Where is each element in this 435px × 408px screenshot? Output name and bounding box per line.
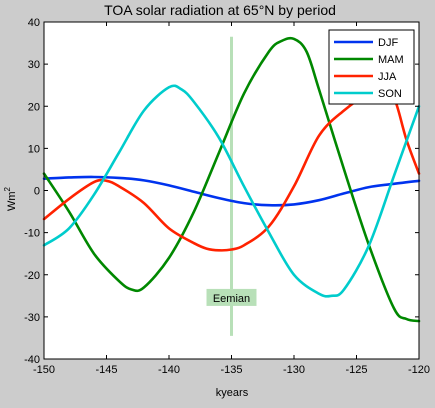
series-line-mam	[42, 36, 421, 323]
legend-label-jja: JJA	[378, 71, 397, 83]
annotation-layer: Eemian	[206, 36, 257, 336]
y-tick-label: -30	[24, 312, 40, 324]
series-line-djf	[42, 175, 421, 207]
y-tick-label: -40	[24, 354, 40, 366]
eemian-label-box	[206, 288, 257, 306]
legend: DJF MAM JJA SON	[328, 29, 415, 105]
x-tick-label: -130	[283, 364, 305, 376]
y-tick-label: 20	[28, 101, 40, 113]
x-tick-label: -150	[33, 364, 55, 376]
y-tick-label: 10	[28, 143, 40, 155]
y-tick-label: -20	[24, 270, 40, 282]
x-tick-label: -135	[220, 364, 242, 376]
plot-frame	[43, 21, 420, 360]
ticks-layer: -150 -145 -140 -135 -130 -125 -120 -40 -30 -20 -10…	[24, 17, 430, 376]
x-tick-label: -145	[95, 364, 117, 376]
y-tick-label: 30	[28, 59, 40, 71]
x-tick-label: -125	[345, 364, 367, 376]
y-axis-label-superscript: 2	[3, 186, 12, 191]
chart-title: TOA solar radiation at 65°N by period	[104, 2, 336, 18]
eemian-label: Eemian	[213, 293, 250, 305]
series-line-son	[42, 84, 421, 298]
x-tick-label: -140	[158, 364, 180, 376]
x-axis-label: kyears	[216, 387, 249, 399]
legend-label-son: SON	[378, 88, 402, 100]
y-tick-label: 40	[28, 17, 40, 29]
y-axis-label-base: Wm	[6, 191, 18, 211]
x-tick-label: -120	[408, 364, 430, 376]
y-tick-label: 0	[34, 186, 40, 198]
legend-label-mam: MAM	[378, 54, 404, 66]
legend-label-djf: DJF	[378, 37, 398, 49]
y-axis-label: Wm2	[3, 186, 18, 211]
y-tick-label: -10	[24, 228, 40, 240]
